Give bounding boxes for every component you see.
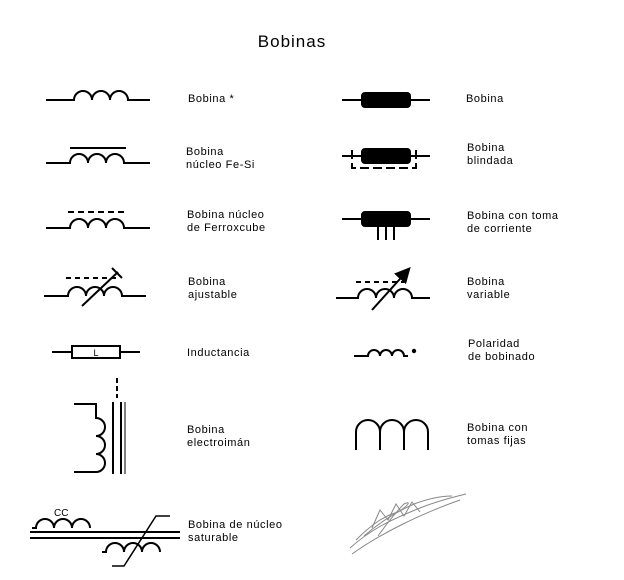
label-bobina-tomas-fijas: Bobina con tomas fijas	[467, 422, 529, 447]
label-bobina: Bobina	[466, 93, 504, 105]
label-bobina-blindada: Bobina blindada	[467, 142, 514, 167]
inductor-marking: L	[93, 348, 98, 358]
label-bobina-fesi: Bobina núcleo Fe-Si	[186, 146, 255, 171]
page-title: Bobinas	[257, 32, 327, 51]
coil-symbol-polaridad	[354, 349, 408, 357]
label-inductancia: Inductancia	[187, 347, 250, 359]
coil-symbol-bobina-ajustable	[44, 267, 146, 307]
coil-symbol-bobina-saturable	[30, 515, 180, 567]
coil-symbol-bobina-star	[46, 90, 150, 101]
polarity-dot	[411, 348, 417, 354]
coil-symbol-bobina-toma	[342, 211, 430, 240]
label-bobina-electroiman: Bobina electroimán	[187, 424, 251, 449]
saturable-marking: CC	[54, 508, 68, 519]
coil-symbol-bobina	[342, 92, 430, 108]
inductor-symbol-inductancia	[52, 345, 140, 359]
label-bobina-toma: Bobina con toma de corriente	[467, 210, 559, 235]
label-polaridad: Polaridad de bobinado	[468, 338, 536, 363]
coil-symbol-bobina-tomas-fijas	[355, 419, 429, 450]
coil-symbol-bobina-ferroxcube	[46, 211, 150, 229]
label-bobina-variable: Bobina variable	[467, 276, 511, 301]
coil-symbol-bobina-fesi	[46, 147, 150, 164]
coil-symbol-bobina-electroiman	[74, 378, 126, 474]
coil-symbol-bobina-blindada	[342, 148, 430, 169]
signature-scribble	[349, 493, 467, 555]
label-bobina-saturable: Bobina de núcleo saturable	[188, 519, 283, 544]
label-bobina-ferroxcube: Bobina núcleo de Ferroxcube	[187, 209, 266, 234]
label-bobina-star: Bobina *	[188, 93, 235, 105]
coil-symbol-bobina-variable	[336, 267, 430, 311]
label-bobina-ajustable: Bobina ajustable	[188, 276, 238, 301]
